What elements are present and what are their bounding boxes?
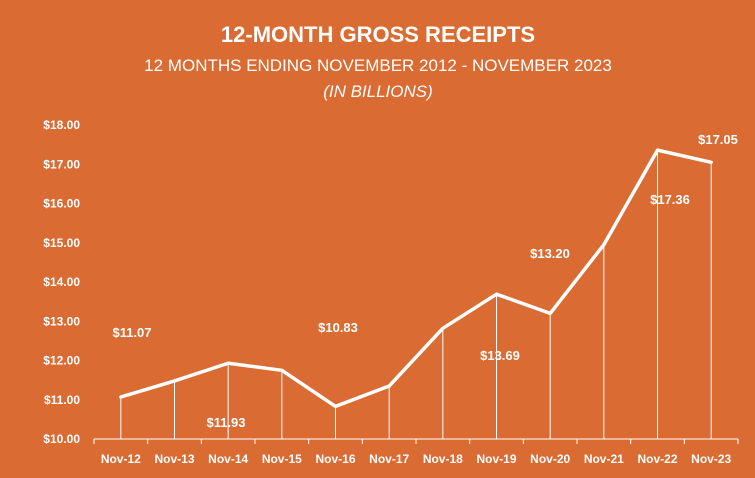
x-tick-label: Nov-16	[315, 452, 355, 466]
y-tick-label: $13.00	[43, 314, 80, 328]
y-tick-label: $11.00	[44, 393, 80, 407]
x-tick-label: Nov-14	[208, 452, 248, 466]
x-tick-label: Nov-20	[530, 452, 570, 466]
y-tick-label: $15.00	[43, 236, 80, 250]
data-label: $17.05	[698, 132, 738, 147]
plot-area: $10.00 $11.00 $12.00 $13.00 $14.00 $15.00 $16.…	[43, 118, 739, 466]
x-tick-label: Nov-23	[691, 452, 731, 466]
chart-subtitle: 12 MONTHS ENDING NOVEMBER 2012 - NOVEMBE…	[144, 56, 612, 75]
data-label: $11.93	[206, 415, 245, 430]
y-tick-label: $18.00	[43, 118, 80, 132]
y-tick-label: $12.00	[43, 354, 80, 368]
x-tick-label: Nov-22	[637, 452, 677, 466]
data-label: $10.83	[318, 320, 358, 335]
x-tick-label: Nov-12	[101, 452, 141, 466]
data-label: $13.69	[480, 348, 520, 363]
x-tick-label: Nov-19	[476, 452, 516, 466]
y-tick-label: $17.00	[43, 157, 80, 171]
y-tick-label: $14.00	[43, 275, 80, 289]
data-label: $11.07	[112, 325, 151, 340]
chart-unit-note: (IN BILLIONS)	[323, 82, 433, 101]
x-tick-label: Nov-18	[423, 452, 463, 466]
data-label: $13.20	[530, 246, 570, 261]
x-tick-label: Nov-21	[584, 452, 624, 466]
data-label: $17.36	[650, 192, 690, 207]
x-tick-label: Nov-13	[154, 452, 194, 466]
x-tick-label: Nov-15	[262, 452, 302, 466]
x-tick-label: Nov-17	[369, 452, 409, 466]
y-tick-label: $10.00	[43, 432, 80, 446]
y-tick-label: $16.00	[43, 197, 80, 211]
series-line	[119, 148, 713, 409]
chart-title: 12-MONTH GROSS RECEIPTS	[221, 22, 535, 47]
